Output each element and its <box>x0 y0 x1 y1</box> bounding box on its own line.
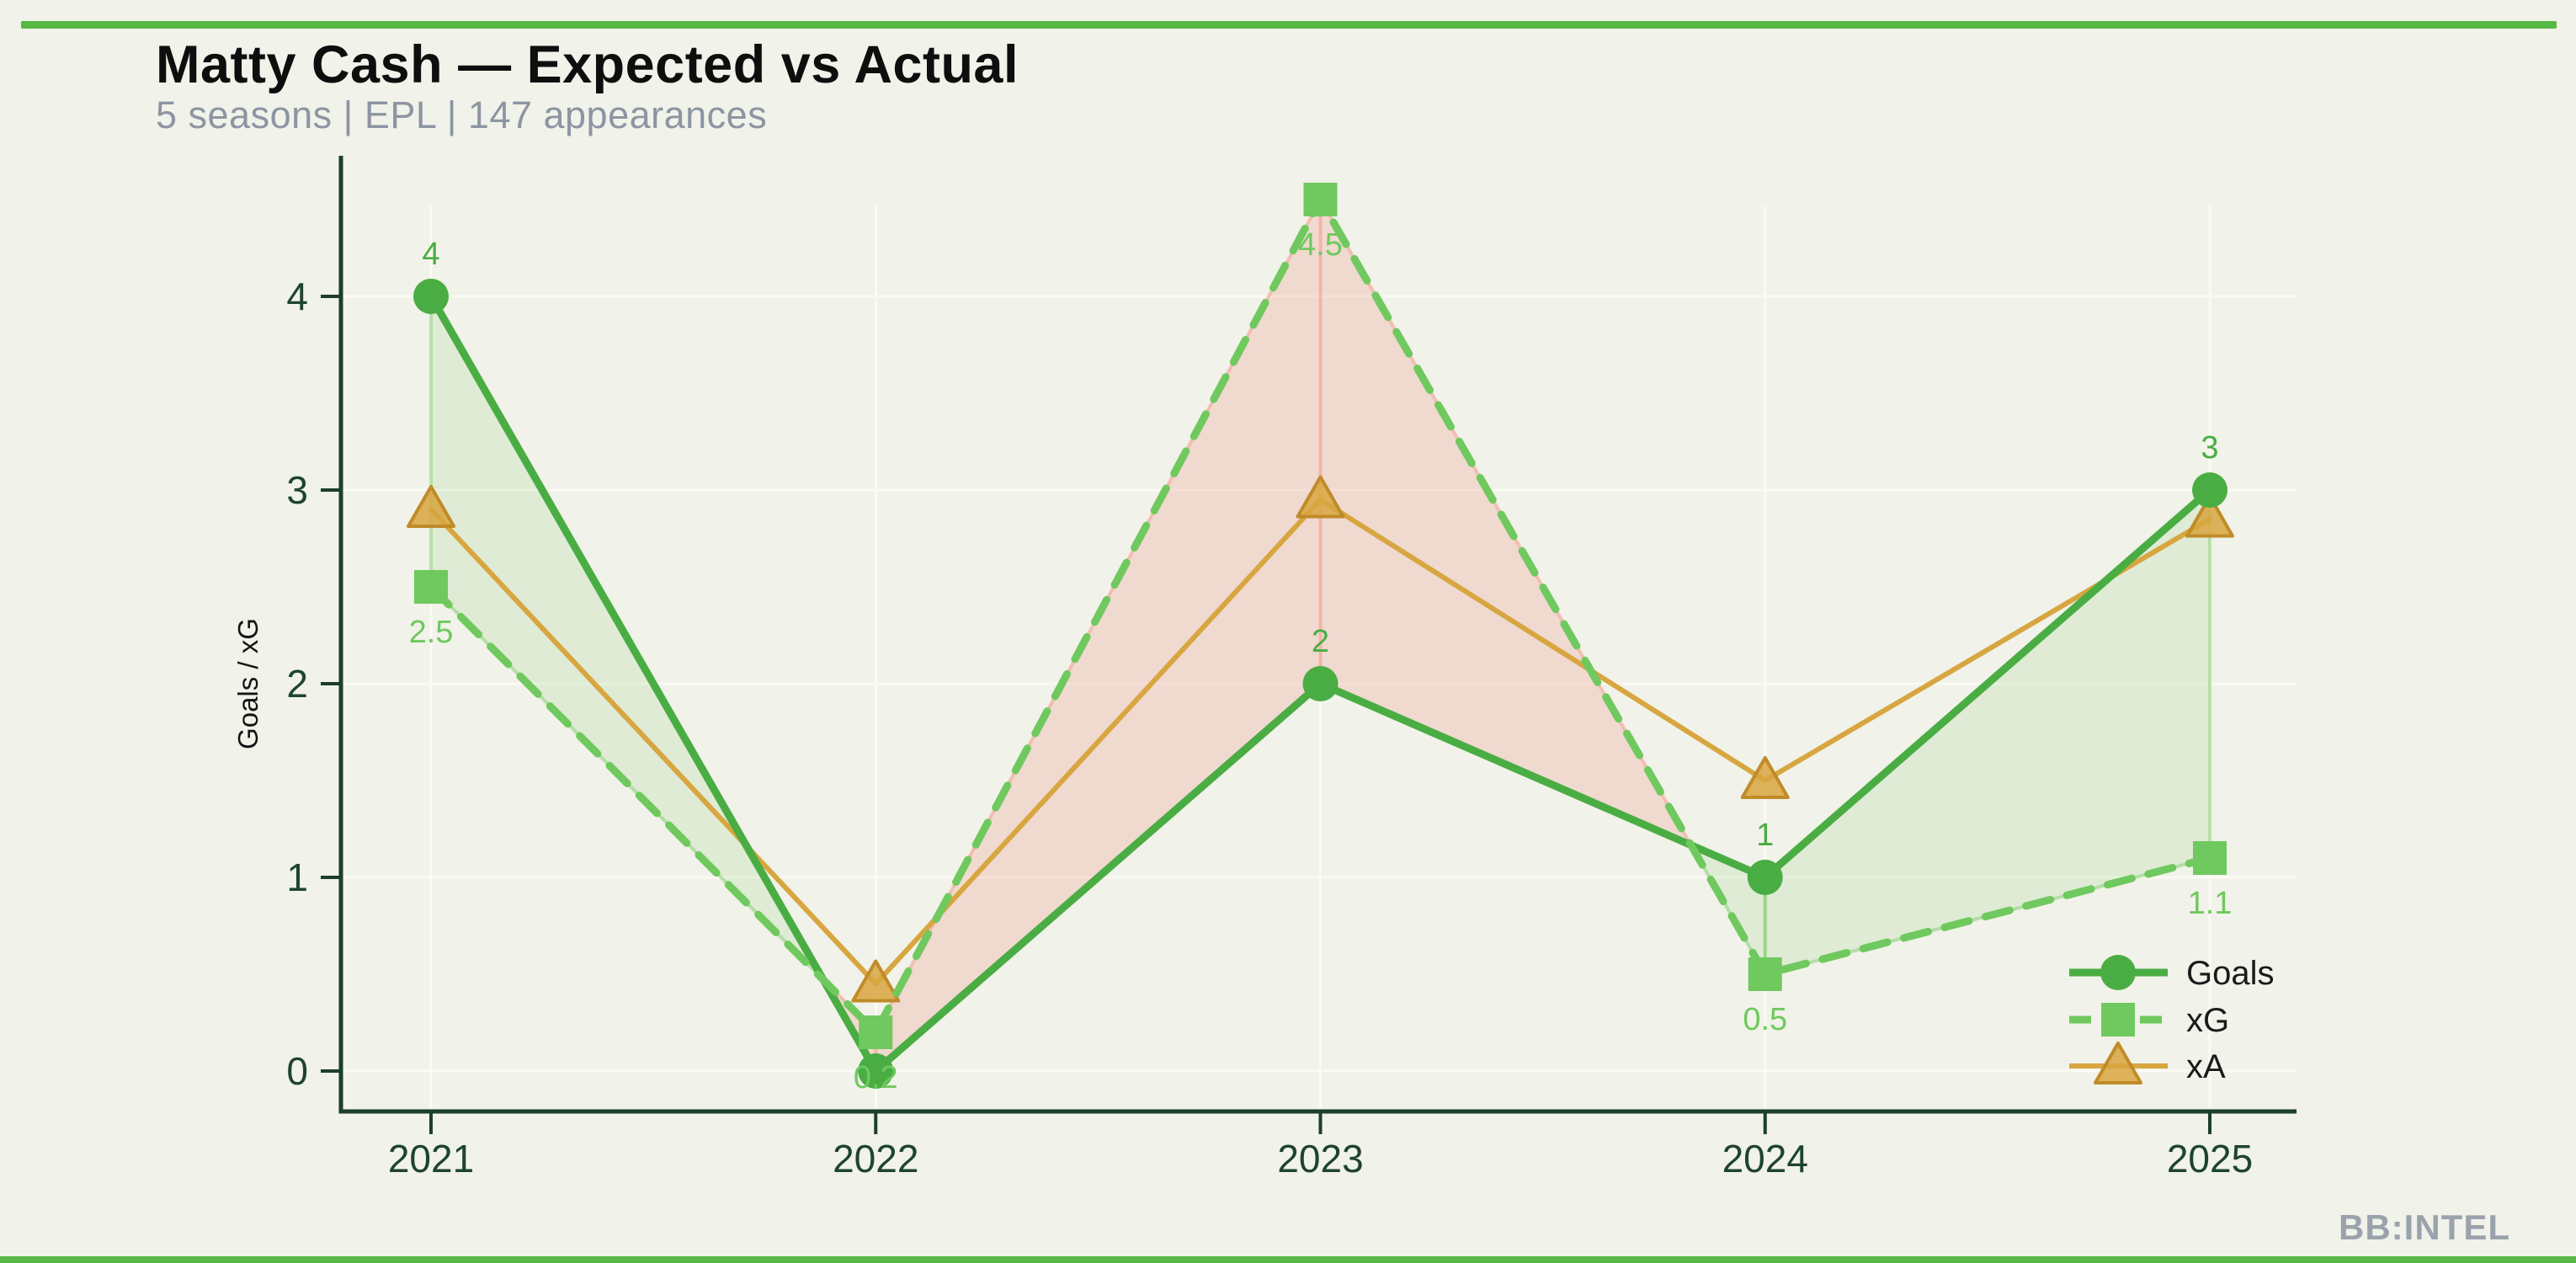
y-tick-label: 2 <box>286 662 308 706</box>
goals-value-label: 3 <box>2201 430 2218 466</box>
goals-value-label: 2 <box>1312 624 1329 659</box>
x-tick-label: 2021 <box>388 1137 474 1180</box>
x-tick-label: 2023 <box>1277 1137 1363 1180</box>
goals-marker <box>1302 666 1339 701</box>
legend-item-xa: xA <box>2069 1048 2226 1085</box>
xa-marker <box>1296 475 1345 519</box>
xg-value-label: 0.2 <box>854 1060 898 1095</box>
x-tick-label: 2024 <box>1722 1137 1808 1180</box>
y-tick-label: 1 <box>286 855 308 899</box>
xg-value-label: 1.1 <box>2188 886 2233 921</box>
x-tick-label: 2022 <box>833 1137 918 1180</box>
legend-sample-marker <box>2101 1003 2135 1037</box>
xa-marker <box>2185 494 2234 538</box>
page-subtitle: 5 seasons | EPL | 147 appearances <box>156 93 768 136</box>
y-tick-label: 4 <box>286 274 308 318</box>
watermark-logo: BB:INTEL <box>2339 1207 2510 1247</box>
fill-overperformance <box>1763 488 2211 976</box>
top-accent-bar <box>21 21 2557 29</box>
xg-value-label: 2.5 <box>409 615 454 650</box>
legend-sample-marker <box>2100 955 2136 990</box>
bottom-accent-bar <box>0 1256 2576 1263</box>
axes <box>338 156 2297 1114</box>
legend-label: xA <box>2186 1048 2226 1085</box>
goals-marker <box>413 279 449 314</box>
legend-label: Goals <box>2186 955 2275 992</box>
y-axis-title: Goals / xG <box>232 618 263 749</box>
xg-value-label: 4.5 <box>1298 227 1343 263</box>
goals-value-label: 1 <box>1756 818 1774 853</box>
xg-marker <box>2193 841 2227 875</box>
xg-value-label: 0.5 <box>1743 1002 1787 1037</box>
goals-marker <box>858 1053 894 1089</box>
y-tick-label: 3 <box>286 468 308 512</box>
goals-marker <box>1747 860 1783 895</box>
legend-item-goals: Goals <box>2069 955 2275 992</box>
legend-item-xg: xG <box>2069 1002 2229 1039</box>
xg-marker <box>414 570 448 604</box>
xa-marker <box>1740 756 1790 799</box>
xg-marker <box>1303 183 1338 216</box>
y-tick-label: 0 <box>286 1049 308 1093</box>
xg-marker <box>1748 957 1782 991</box>
page-title: Matty Cash — Expected vs Actual <box>156 35 1019 94</box>
xa-marker <box>851 959 901 1003</box>
fill-underperformance <box>874 198 1323 1073</box>
x-tick-label: 2025 <box>2167 1137 2253 1180</box>
goals-marker <box>2192 472 2227 508</box>
legend-sample-marker <box>2094 1042 2142 1084</box>
xa-marker <box>407 485 455 528</box>
goals-value-label: 4 <box>422 237 439 272</box>
xg-marker <box>859 1015 893 1049</box>
legend-label: xG <box>2186 1002 2229 1039</box>
